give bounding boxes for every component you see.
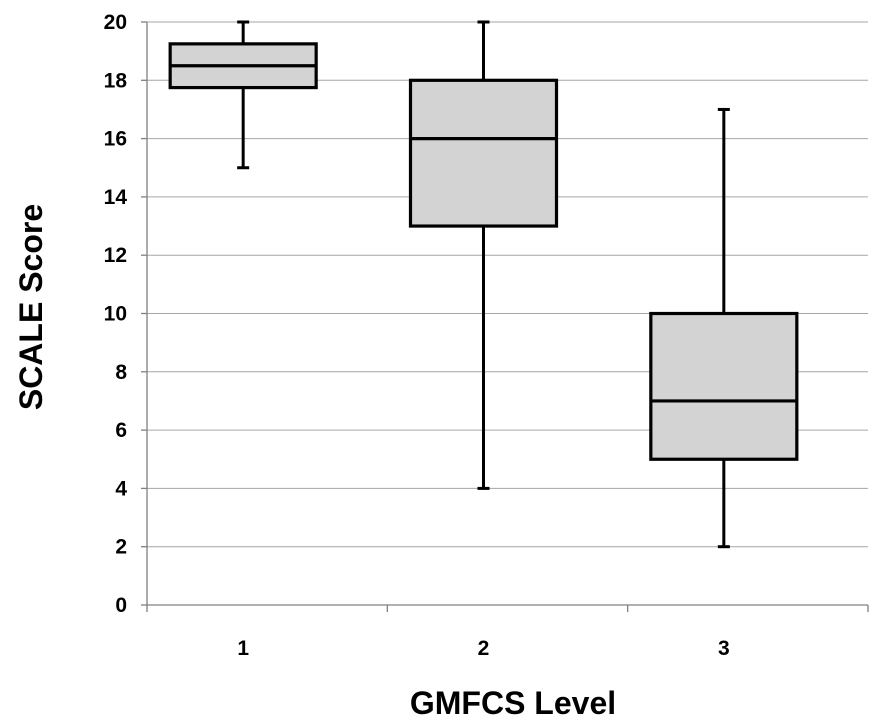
iqr-box-2 [408,78,559,228]
box-group-1 [168,20,318,170]
x-tick-label-1: 1 [237,637,249,660]
x-axis-title: GMFCS Level [410,685,616,721]
y-tick-label-6: 6 [115,419,127,442]
y-tick-label-14: 14 [104,186,128,209]
y-tick-label-16: 16 [104,128,127,151]
iqr-box-3 [649,311,799,461]
x-tick-label-3: 3 [718,637,730,660]
y-tick-label-12: 12 [104,244,127,267]
y-tick-label-20: 20 [104,11,127,34]
box-group-3 [649,107,799,549]
y-tick-label-0: 0 [115,594,127,617]
y-tick-label-4: 4 [115,477,127,500]
y-tick-label-8: 8 [115,361,127,384]
box-group-2 [408,20,559,490]
y-tick-label-2: 2 [115,536,127,559]
axes [141,21,869,612]
y-axis-title: SCALE Score [13,204,49,410]
x-tick-label-2: 2 [478,637,490,660]
y-tick-label-10: 10 [104,303,127,326]
y-tick-label-18: 18 [104,69,128,92]
boxes [168,20,799,549]
